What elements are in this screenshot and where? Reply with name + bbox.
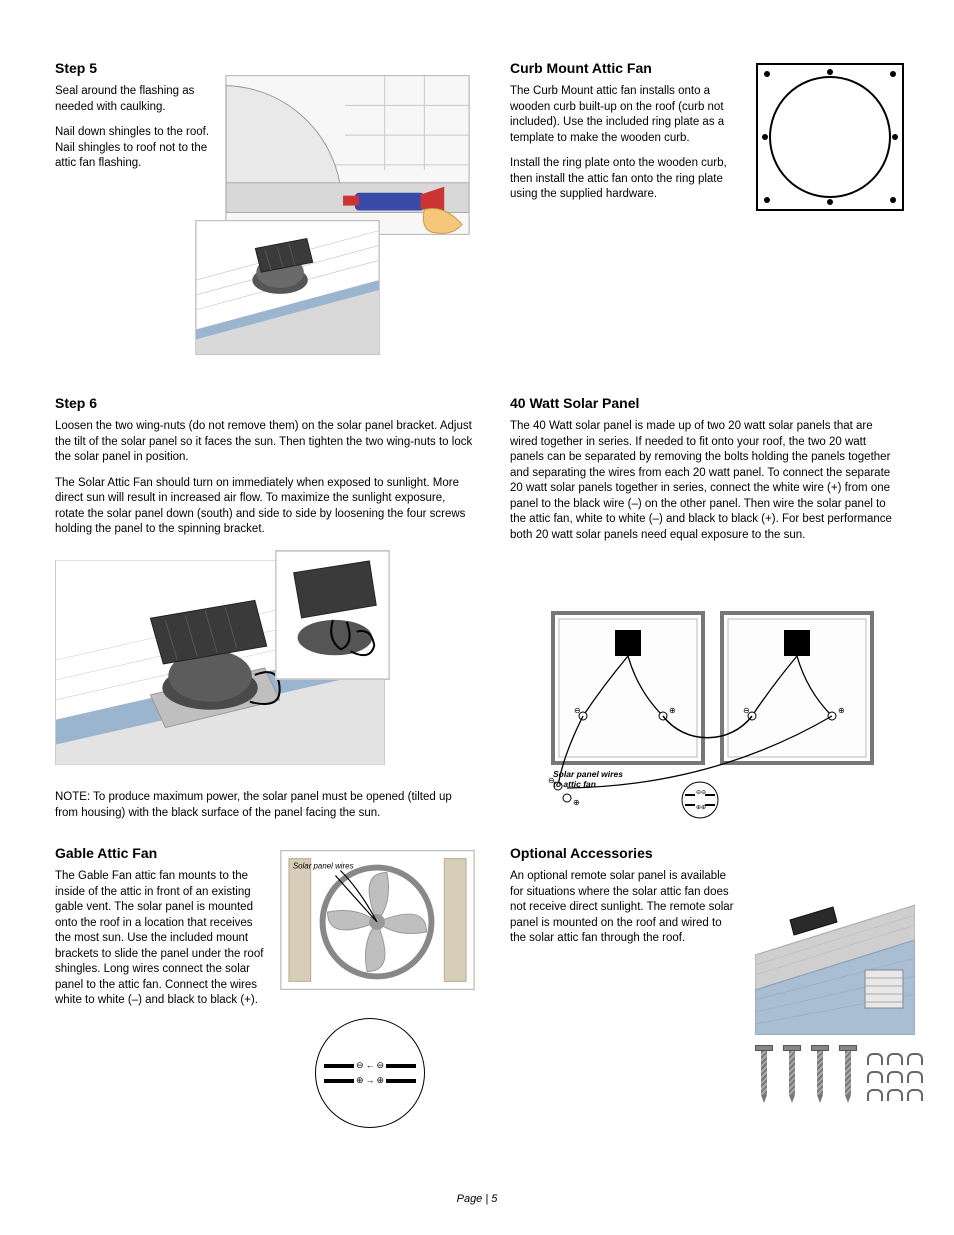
staple-icon (907, 1053, 923, 1065)
optional-text: An optional remote solar panel is availa… (510, 869, 740, 947)
svg-text:⊖: ⊖ (743, 706, 750, 715)
step6-note: NOTE: To produce maximum power, the sola… (55, 790, 475, 821)
staple-icon (867, 1071, 883, 1083)
page-container: Step 5 Seal around the flashing as neede… (0, 0, 954, 1235)
step5-p2: Nail down shingles to the roof. Nail shi… (55, 125, 215, 172)
page-number: Page | 5 (0, 1193, 954, 1205)
step5-title: Step 5 (55, 60, 215, 76)
staple-icon (867, 1053, 883, 1065)
screw-icon (811, 1045, 829, 1103)
wire-row-neg: ⊖ ← ⊖ (324, 1061, 416, 1070)
gable-wiring-detail: ⊖ ← ⊖ ⊕ → ⊕ (315, 1018, 425, 1128)
installed-fan-illustration (196, 220, 379, 355)
step6-inset-illustration (276, 550, 389, 680)
screw-icon (755, 1045, 773, 1103)
svg-text:⊖⊖: ⊖⊖ (696, 790, 706, 796)
panel40-text: The 40 Watt solar panel is made up of tw… (510, 419, 900, 543)
curb-p1: The Curb Mount attic fan installs onto a… (510, 84, 745, 146)
step5-p1: Seal around the flashing as needed with … (55, 84, 215, 115)
panel40-diagram: ⊖ ⊕ ⊖ ⊕ ⊖ ⊕ Solar panel wires to attic f… (545, 605, 880, 820)
curb-p2: Install the ring plate onto the wooden c… (510, 156, 745, 203)
step5-figure-caulk (225, 75, 470, 235)
staple-icon (907, 1071, 923, 1083)
minus-icon: ⊖ (377, 1061, 385, 1070)
staple-icon (907, 1089, 923, 1101)
plus-icon: ⊕ (377, 1076, 385, 1085)
optional-block: Optional Accessories An optional remote … (510, 845, 740, 947)
staple-icon (887, 1089, 903, 1101)
gable-block: Gable Attic Fan The Gable Fan attic fan … (55, 845, 270, 1009)
svg-text:⊖: ⊖ (574, 706, 581, 715)
step6-p2: The Solar Attic Fan should turn on immed… (55, 476, 475, 538)
house-svg (755, 900, 915, 1035)
step5-block: Step 5 Seal around the flashing as neede… (55, 60, 215, 172)
ring-plate-svg (755, 62, 905, 212)
gable-text: The Gable Fan attic fan mounts to the in… (55, 869, 270, 1009)
panel40-svg: ⊖ ⊕ ⊖ ⊕ ⊖ ⊕ Solar panel wires to attic f… (545, 605, 880, 820)
curb-title: Curb Mount Attic Fan (510, 60, 745, 76)
staples-grid (867, 1053, 923, 1103)
step6-title: Step 6 (55, 395, 475, 411)
svg-text:⊕: ⊕ (838, 706, 845, 715)
optional-title: Optional Accessories (510, 845, 740, 861)
wire-row-pos: ⊕ → ⊕ (324, 1076, 416, 1085)
curb-block: Curb Mount Attic Fan The Curb Mount atti… (510, 60, 745, 203)
step5-figure-installed (195, 220, 380, 355)
staple-icon (867, 1089, 883, 1101)
svg-text:⊕: ⊕ (573, 798, 580, 807)
optional-house-figure (755, 900, 915, 1035)
svg-text:to attic fan: to attic fan (553, 779, 596, 789)
gable-figure-fan: Solar panel wires (280, 850, 475, 990)
staple-icon (887, 1053, 903, 1065)
staple-icon (887, 1071, 903, 1083)
optional-hardware (755, 1045, 923, 1103)
hardware-row (755, 1045, 923, 1103)
panel40-block: 40 Watt Solar Panel The 40 Watt solar pa… (510, 395, 900, 543)
caulk-illustration (226, 75, 469, 235)
gable-fan-illustration: Solar panel wires (281, 850, 474, 990)
step6-p1: Loosen the two wing-nuts (do not remove … (55, 419, 475, 466)
svg-text:Solar panel wires: Solar panel wires (293, 862, 354, 871)
gable-title: Gable Attic Fan (55, 845, 270, 861)
step6-figure-inset (275, 550, 390, 680)
svg-text:Solar panel wires: Solar panel wires (553, 769, 623, 779)
ring-plate-figure (755, 62, 905, 212)
panel40-title: 40 Watt Solar Panel (510, 395, 900, 411)
svg-text:⊕⊕: ⊕⊕ (696, 805, 706, 811)
screw-icon (839, 1045, 857, 1103)
plus-icon: ⊕ (356, 1076, 364, 1085)
step6-block: Step 6 Loosen the two wing-nuts (do not … (55, 395, 475, 538)
svg-text:⊕: ⊕ (669, 706, 676, 715)
screw-icon (783, 1045, 801, 1103)
minus-icon: ⊖ (356, 1061, 364, 1070)
